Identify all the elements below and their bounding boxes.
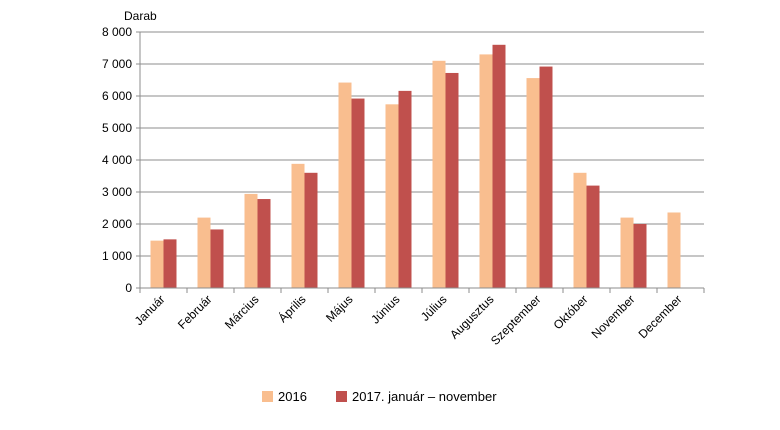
y-tick-label: 0 (125, 281, 132, 295)
bar-series2 (586, 185, 600, 288)
bar-series1 (432, 60, 446, 288)
y-tick-label: 2 000 (102, 217, 132, 231)
x-tick-labels: Január Február Március Április Május Június Jú… (132, 292, 685, 348)
y-axis-label: Darab (124, 9, 157, 23)
bar-series1 (620, 217, 634, 288)
x-tick-label: December (636, 292, 685, 341)
x-tick-label: Március (222, 292, 262, 332)
legend-label: 2017. január – november (352, 389, 497, 404)
bar-series2 (257, 199, 271, 288)
legend: 2016 2017. január – november (262, 389, 497, 404)
bar-series1 (479, 54, 493, 289)
x-tick-label: Augusztus (447, 292, 497, 342)
legend-swatch (336, 391, 347, 402)
x-tick-label: Május (323, 292, 356, 325)
bar-series2 (633, 224, 647, 288)
bars (150, 44, 681, 289)
x-tick-label: Április (275, 292, 309, 326)
x-tick-label: Szeptember (488, 292, 544, 348)
bar-series2 (492, 44, 506, 288)
bar-series2 (210, 229, 224, 288)
y-tick-label: 5 000 (102, 121, 132, 135)
x-tick-label: Október (551, 292, 591, 332)
bar-series2 (398, 90, 412, 288)
x-tick-label: Június (368, 292, 402, 326)
y-tick-label: 4 000 (102, 153, 132, 167)
y-tick-labels: 0 1 000 2 000 3 000 4 000 5 000 6 000 7 000 8 00… (102, 25, 132, 295)
bar-series1 (150, 240, 164, 288)
legend-swatch (262, 391, 273, 402)
y-tick-label: 3 000 (102, 185, 132, 199)
bar-series1 (385, 104, 399, 288)
bar-series2 (163, 239, 177, 288)
bar-series2 (445, 72, 459, 289)
x-tick-label: Január (132, 292, 168, 328)
x-tick-label: Július (418, 292, 450, 324)
bar-series1 (526, 78, 540, 288)
axes (136, 31, 705, 293)
bar-series1 (197, 217, 211, 288)
bar-series2 (304, 172, 318, 288)
bar-series1 (291, 163, 305, 288)
x-tick-label: Február (175, 292, 215, 332)
x-tick-label: November (589, 292, 638, 341)
bar-series1 (244, 193, 258, 288)
legend-label: 2016 (278, 389, 307, 404)
y-tick-label: 1 000 (102, 249, 132, 263)
bar-series2 (539, 66, 553, 288)
y-tick-label: 6 000 (102, 89, 132, 103)
gridlines (140, 31, 704, 257)
bar-series2 (351, 98, 365, 288)
y-tick-label: 7 000 (102, 57, 132, 71)
bar-series1 (573, 172, 587, 288)
bar-series1 (338, 82, 352, 288)
bar-series1 (667, 212, 681, 288)
y-tick-label: 8 000 (102, 25, 132, 39)
